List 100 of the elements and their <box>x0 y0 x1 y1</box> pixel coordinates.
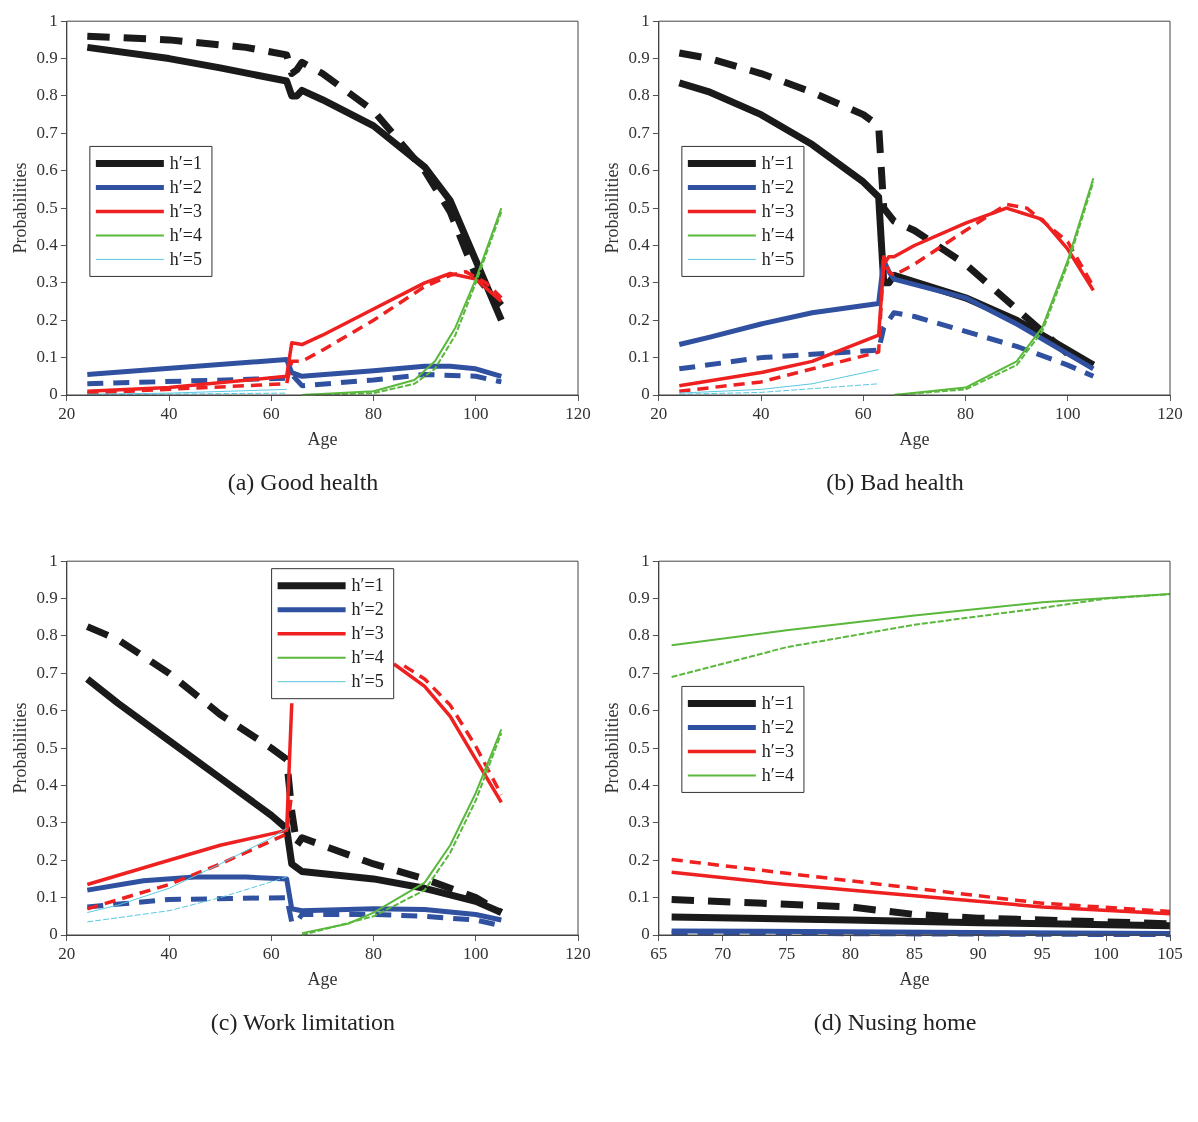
y-tick-label: 0.4 <box>628 774 651 794</box>
legend-label: h′=3 <box>761 201 794 222</box>
legend-label: h′=1 <box>761 153 794 174</box>
y-tick-label: 0 <box>641 384 650 404</box>
x-tick-label: 80 <box>842 943 860 963</box>
x-tick-label: 75 <box>778 943 796 963</box>
y-tick-label: 0.5 <box>36 197 58 217</box>
legend-label: h′=2 <box>169 177 202 198</box>
y-tick-label: 0.9 <box>628 588 650 608</box>
y-tick-label: 0.1 <box>36 347 58 367</box>
legend-label: h′=1 <box>351 575 384 596</box>
y-tick-label: 0.2 <box>36 849 58 869</box>
text: (a) Good health <box>227 469 379 496</box>
x-tick-label: 60 <box>854 403 872 423</box>
y-axis-title: Probabilities <box>601 162 622 254</box>
legend-label: h′=3 <box>761 741 794 762</box>
x-tick-label: 120 <box>1157 403 1183 423</box>
y-axis-title: Probabilities <box>601 702 622 794</box>
x-tick-label: 80 <box>957 403 975 423</box>
legend-label: h′=4 <box>761 225 794 246</box>
y-tick-label: 0.6 <box>36 700 58 720</box>
y-tick-label: 0.5 <box>628 197 650 217</box>
y-tick-label: 0.3 <box>36 812 58 832</box>
y-tick-label: 0.4 <box>36 234 59 254</box>
y-tick-label: 0.6 <box>628 700 650 720</box>
y-tick-label: 0.8 <box>36 85 58 105</box>
x-axis-title: Age <box>307 968 338 989</box>
x-tick-label: 90 <box>969 943 987 963</box>
legend-label: h′=4 <box>761 765 794 786</box>
x-axis-title: Age <box>899 968 930 989</box>
x-axis-title: Age <box>899 428 930 449</box>
y-tick-label: 0.1 <box>628 347 650 367</box>
y-tick-label: 0.3 <box>628 272 650 292</box>
y-tick-label: 0.6 <box>36 160 58 180</box>
x-tick-label: 40 <box>752 403 770 423</box>
text: (d) Nusing home <box>813 1009 977 1036</box>
legend-label: h′=1 <box>761 693 794 714</box>
legend-label: h′=5 <box>761 249 794 270</box>
y-tick-label: 1 <box>641 550 650 570</box>
y-tick-label: 0.7 <box>36 122 59 142</box>
x-tick-label: 95 <box>1033 943 1051 963</box>
x-tick-label: 105 <box>1157 943 1183 963</box>
y-axis-title: Probabilities <box>9 702 30 794</box>
y-tick-label: 0.7 <box>36 662 59 682</box>
y-tick-label: 1 <box>49 10 58 30</box>
legend-label: h′=5 <box>351 671 384 692</box>
y-tick-label: 1 <box>641 10 650 30</box>
y-tick-label: 0.8 <box>628 625 650 645</box>
y-tick-label: 0.7 <box>628 122 651 142</box>
legend-label: h′=4 <box>169 225 202 246</box>
x-tick-label: 70 <box>714 943 732 963</box>
y-tick-label: 0.2 <box>36 309 58 329</box>
y-tick-label: 0.3 <box>36 272 58 292</box>
x-tick-label: 120 <box>565 943 591 963</box>
y-tick-label: 0 <box>49 384 58 404</box>
y-tick-label: 0.1 <box>628 887 650 907</box>
text: (b) Bad health <box>826 469 964 496</box>
x-tick-label: 20 <box>58 943 76 963</box>
legend-label: h′=5 <box>169 249 202 270</box>
legend-label: h′=2 <box>351 599 384 620</box>
y-tick-label: 0 <box>641 924 650 944</box>
x-tick-label: 40 <box>160 403 178 423</box>
x-tick-label: 20 <box>58 403 76 423</box>
x-tick-label: 80 <box>365 403 383 423</box>
y-tick-label: 0.9 <box>36 588 58 608</box>
x-tick-label: 65 <box>650 943 668 963</box>
y-tick-label: 0.4 <box>36 774 59 794</box>
legend-label: h′=3 <box>351 623 384 644</box>
y-tick-label: 0.1 <box>36 887 58 907</box>
x-tick-label: 100 <box>1055 403 1081 423</box>
y-tick-label: 0.8 <box>36 625 58 645</box>
line-series <box>86 876 288 923</box>
y-tick-label: 0 <box>49 924 58 944</box>
x-tick-label: 60 <box>262 943 280 963</box>
x-tick-label: 60 <box>262 403 280 423</box>
legend-label: h′=1 <box>169 153 202 174</box>
y-tick-label: 0.5 <box>628 737 650 757</box>
y-tick-label: 0.2 <box>628 849 650 869</box>
x-tick-label: 85 <box>905 943 923 963</box>
x-tick-label: 100 <box>1093 943 1119 963</box>
y-tick-label: 0.5 <box>36 737 58 757</box>
x-tick-label: 20 <box>650 403 668 423</box>
y-tick-label: 0.6 <box>628 160 650 180</box>
y-tick-label: 0.9 <box>36 48 58 68</box>
y-tick-label: 1 <box>49 550 58 570</box>
y-tick-label: 0.3 <box>628 812 650 832</box>
y-tick-label: 0.2 <box>628 309 650 329</box>
y-tick-label: 0.8 <box>628 85 650 105</box>
legend-label: h′=4 <box>351 647 384 668</box>
y-tick-label: 0.9 <box>628 48 650 68</box>
y-tick-label: 0.7 <box>628 662 651 682</box>
x-tick-label: 100 <box>463 403 489 423</box>
legend-label: h′=3 <box>169 201 202 222</box>
x-tick-label: 40 <box>160 943 178 963</box>
y-tick-label: 0.4 <box>628 234 651 254</box>
x-tick-label: 100 <box>463 943 489 963</box>
x-axis-title: Age <box>307 428 338 449</box>
text: (c) Work limitation <box>210 1009 396 1036</box>
x-tick-label: 120 <box>565 403 591 423</box>
y-axis-title: Probabilities <box>9 162 30 254</box>
